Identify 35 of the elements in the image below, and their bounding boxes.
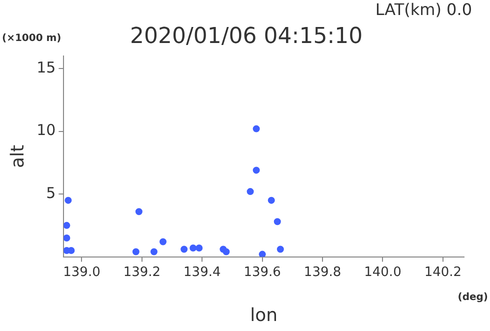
- x-tick-label: 139.8: [304, 264, 342, 280]
- chart-subtitle: LAT(km) 0.0: [375, 0, 472, 19]
- point: [64, 196, 72, 204]
- y-tick-label: 15: [36, 58, 56, 76]
- point: [180, 246, 188, 253]
- x-tick-label: 139.0: [63, 264, 100, 280]
- point: [196, 244, 203, 252]
- x-tick-label: 139.6: [244, 264, 281, 280]
- point: [64, 234, 70, 242]
- text: (×1000 m): [2, 33, 62, 44]
- point: [258, 250, 266, 257]
- chart-title: 2020/01/06 04:15:10: [130, 24, 363, 49]
- point: [274, 218, 281, 226]
- point: [150, 248, 158, 256]
- point: [252, 166, 260, 174]
- point: [68, 247, 75, 254]
- x-tick-label: 140.0: [364, 264, 402, 280]
- point: [190, 244, 197, 252]
- y-tick-label: 5: [46, 184, 56, 202]
- point: [276, 246, 284, 253]
- point: [64, 222, 70, 229]
- y-axis-title: alt: [7, 144, 28, 168]
- x-tick-label: 139.2: [123, 264, 161, 280]
- x-tick-label: 139.4: [184, 264, 221, 280]
- x-axis-title: lon: [250, 304, 278, 326]
- point: [246, 188, 254, 196]
- point: [252, 125, 260, 132]
- y-tick-label: 10: [36, 121, 56, 140]
- point: [135, 208, 142, 216]
- point: [132, 248, 140, 256]
- point: [160, 238, 167, 246]
- text: (deg): [458, 292, 488, 303]
- point: [222, 248, 230, 256]
- x-tick-label: 140.2: [424, 264, 462, 280]
- point: [268, 196, 275, 204]
